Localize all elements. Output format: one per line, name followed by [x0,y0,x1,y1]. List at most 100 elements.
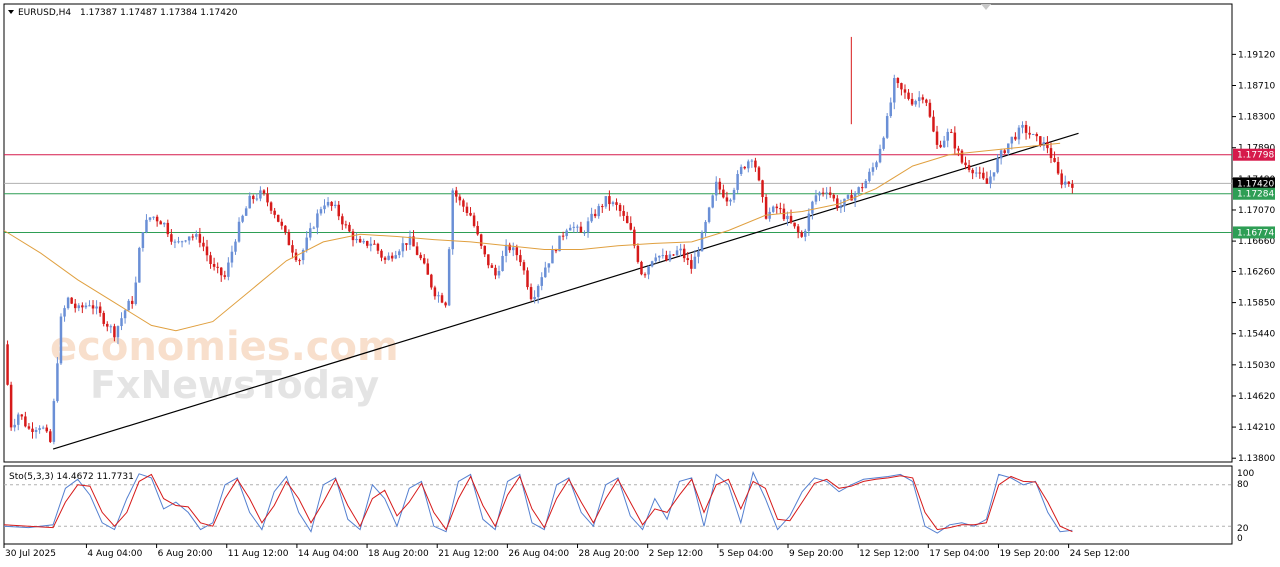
candle-body [216,266,219,268]
moving-average-line [3,142,1061,332]
candle-body [120,318,123,327]
candle-body [244,208,248,216]
candle-body [572,226,576,228]
candle-body [187,236,191,241]
x-tick-label: 19 Sep 20:00 [999,549,1059,559]
candle-body [675,250,679,256]
candle-body [529,287,533,300]
candle-body [49,431,52,442]
candle-body [255,198,259,200]
candle-body [487,254,490,266]
candle-body [455,190,458,197]
candle-body [925,99,928,103]
y-tick-label: 1.16660 [1238,237,1275,247]
y-tick-label: 1.18300 [1238,113,1275,123]
candle-body [273,210,276,215]
candle-body [704,221,707,233]
candle-body [804,230,807,237]
collapse-triangle-icon[interactable] [8,10,14,14]
candle-body [291,245,294,253]
candle-body [868,171,871,181]
candle-body [629,223,633,230]
candle-body [910,98,914,105]
candle-body [643,274,647,276]
candle-body [1028,132,1031,135]
candle-body [950,131,953,133]
watermark-economies: economies.com [50,324,399,370]
candle-body [269,202,273,211]
x-tick-label: 21 Aug 12:00 [438,549,499,559]
shift-marker-icon[interactable] [981,4,991,10]
candle-body [458,196,462,201]
candle-body [825,192,828,194]
candle-body [668,254,672,261]
candle-body [1067,181,1071,184]
candle-body [20,414,24,417]
candle-body [227,262,230,277]
candle-body [177,241,180,243]
candle-body [155,216,159,222]
candle-body [512,247,515,251]
candle-body [145,219,148,233]
time-axis: 30 Jul 2025 4 Aug 04:00 6 Aug 20:00 11 Aug … [3,544,1130,559]
candle-body [1063,181,1067,185]
candle-body [6,344,9,385]
candle-body [811,201,814,214]
candle-body [56,363,59,402]
stochastic-layer [3,470,1232,534]
candle-body [551,250,554,264]
candle-body [917,97,921,101]
x-tick-label: 14 Aug 04:00 [298,549,359,559]
candle-body [522,262,526,271]
candle-body [497,271,501,276]
candle-body [992,172,996,177]
candle-body [24,416,27,427]
stoch-level-100: 100 [1237,469,1254,479]
candle-body [1021,124,1024,128]
candle-body [433,287,437,297]
candle-body [9,384,13,428]
candle-body [298,260,301,262]
candle-body [148,217,152,220]
y-tick-label: 1.14620 [1238,392,1275,402]
candle-body [665,255,668,261]
candle-body [451,190,454,250]
candle-body [398,251,401,256]
candle-body [230,251,234,263]
ohlc-values: 1.17387 1.17487 1.17384 1.17420 [80,8,238,18]
candle-body [109,326,113,328]
candle-body [836,198,839,209]
candle-body [88,305,91,307]
y-tick-label: 1.19120 [1238,50,1275,60]
candle-body [747,161,750,169]
candle-body [800,232,803,237]
candle-body [319,209,323,214]
candle-body [27,426,31,429]
candle-body [682,248,686,259]
candle-body [173,241,177,243]
candle-body [565,230,568,237]
candle-body [91,305,95,309]
candle-body [985,178,989,184]
price-tag-box [1233,187,1275,200]
candle-body [287,232,291,246]
candle-body [209,255,212,265]
y-tick-label: 1.15030 [1238,361,1275,371]
candle-body [163,222,166,225]
candle-body [205,246,209,256]
candle-body [878,148,882,163]
candle-body [223,275,227,277]
stoch-main-line [3,470,1073,534]
candle-body [971,169,974,174]
candle-body [141,232,145,248]
candle-body [159,221,162,225]
candle-body [714,181,718,196]
candle-body [739,166,743,174]
candle-body [615,202,618,205]
candle-body [900,83,903,90]
candle-body [504,244,508,256]
candle-body [38,428,41,431]
watermark-fxnewstoday: FxNewsToday [90,363,379,407]
stoch-level-0: 0 [1237,534,1243,544]
